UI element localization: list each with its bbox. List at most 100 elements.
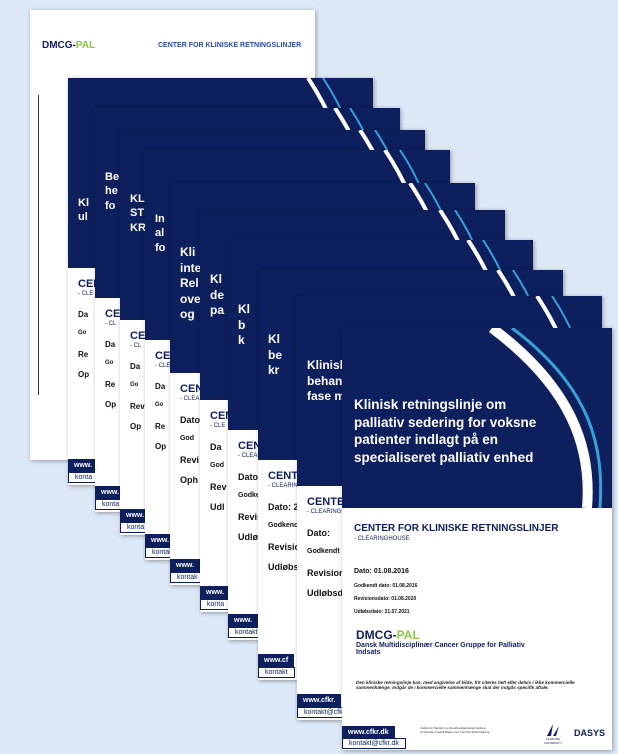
title-line: fo: [105, 199, 116, 212]
field: Dato:: [238, 472, 261, 482]
back-center: CEN: [180, 383, 204, 395]
footer-mail: kontakt: [258, 667, 295, 678]
back-sub: - CLEARI: [238, 453, 264, 459]
logo: PAL: [396, 628, 420, 642]
back-title: In al fo: [155, 212, 165, 255]
title-line: Klinisk: [307, 358, 347, 372]
title-line: Kli: [180, 245, 196, 259]
back-sub: - CLE: [155, 363, 171, 369]
footer-web: www.: [170, 559, 201, 572]
note: Den kliniske retningslinje kan, med angi…: [356, 680, 575, 690]
field: Go: [155, 402, 164, 408]
title-line: fo: [155, 241, 166, 254]
field: Op: [155, 442, 167, 451]
title-line: k: [238, 333, 245, 348]
field: Op: [130, 422, 142, 431]
title-line: inte: [180, 260, 202, 275]
field: Udløbsda: [268, 562, 310, 572]
footer-mail: kontakt@cfkr.dk: [342, 738, 406, 749]
field: Re: [105, 380, 116, 389]
field: Da: [105, 340, 116, 349]
swoosh: [488, 328, 603, 508]
title-line: pa: [210, 303, 225, 318]
front-card: Klinisk retningslinje om palliativ seder…: [342, 328, 612, 750]
rule: [38, 95, 39, 395]
dasys: DASYS: [574, 728, 606, 738]
title-line: al: [155, 227, 165, 240]
aau: AALBORG UNIVERSITY: [538, 724, 568, 745]
title-line: Kl: [78, 197, 89, 209]
logo: DMCG-: [42, 40, 76, 51]
footer-web: www.cf: [258, 654, 295, 667]
title-line: fase m: [307, 389, 346, 404]
expiry: Udløbsdato: 31.07.2021: [354, 609, 410, 615]
logo: DMCG-: [356, 628, 397, 642]
field: Da: [155, 382, 166, 391]
field: Da: [78, 310, 89, 319]
center-title: CENTER FOR KLINISKE RETNINGSLINJER: [158, 42, 302, 49]
title-line: In: [155, 213, 165, 225]
footer-web: www.: [145, 534, 176, 547]
back-title: Kl be kr: [268, 332, 282, 379]
front-center: CENTER FOR KLINISKE RETNINGSLINJER: [354, 523, 559, 534]
field: Re: [78, 350, 89, 359]
footer-web: www.: [200, 586, 231, 599]
back-title: KL ST KR: [130, 192, 146, 235]
field: God: [180, 435, 194, 442]
field: Re: [155, 422, 166, 431]
title-line: de: [210, 287, 225, 302]
field: Da: [130, 362, 141, 371]
field: Revi: [180, 455, 200, 465]
aau-text: AALBORG UNIVERSITY: [543, 737, 562, 745]
field: Revision: [268, 542, 306, 552]
front-header: Klinisk retningslinje om palliativ seder…: [342, 328, 612, 508]
title-line: b: [238, 317, 246, 332]
field: Go: [78, 330, 87, 336]
front-title: Klinisk retningslinje om palliativ seder…: [354, 397, 537, 465]
field: Godken: [238, 492, 265, 499]
field: Udløbsd: [238, 532, 274, 542]
field: Udløbsdato:: [307, 588, 360, 598]
title-line: Rel: [180, 276, 199, 291]
org: Dansk Multidisciplinær Cancer Gruppe for…: [356, 642, 525, 656]
back-sub: - CLEA: [180, 396, 200, 402]
front-sub: - CLEARINGHOUSE: [354, 536, 410, 542]
title-line: KR: [130, 221, 146, 234]
back-sub: - CL: [105, 321, 117, 327]
field: Go: [130, 382, 139, 388]
footer-web: www.: [228, 614, 259, 627]
title-line: KL: [130, 193, 145, 205]
field: Op: [105, 400, 117, 409]
field: Go: [105, 360, 114, 366]
field: Godkenc: [268, 522, 298, 529]
back-title: Kl de pa: [210, 272, 224, 319]
field: Oph: [180, 475, 198, 485]
footer-web: www.: [68, 459, 99, 472]
field: Op: [78, 370, 90, 379]
approved: Godkendt dato: 01.08.2016: [354, 583, 418, 589]
title-line: he: [105, 185, 118, 198]
field: Revision: [238, 512, 276, 522]
back-sub: - CL: [130, 343, 142, 349]
title-line: be: [268, 347, 283, 362]
back-sub: - CLE: [78, 291, 94, 297]
back-sub: - CLEARING: [268, 483, 303, 489]
back-sub: - CLE: [210, 423, 226, 429]
revision: Revisionsdato: 01.08.2020: [354, 596, 417, 602]
back-title: Kl ul: [78, 196, 89, 225]
logo: PAL: [75, 40, 96, 51]
field: God: [210, 462, 224, 469]
date: Dato: 01.08.2016: [354, 568, 409, 575]
field: Dato:: [307, 528, 330, 538]
field: Godkendt da: [307, 548, 350, 555]
title-line: behand: [307, 373, 350, 388]
title-line: ul: [78, 211, 88, 224]
back-title: Klinisk behand fase m: [307, 358, 350, 405]
back-title: Kli inte Rel ove og: [180, 245, 201, 323]
footer-web: www.: [120, 509, 151, 522]
back-sub: - CLEARINGH: [307, 509, 346, 515]
title-line: Kl: [268, 332, 280, 346]
back-center: CENTER: [307, 496, 353, 508]
footer-web: www.: [95, 486, 126, 499]
